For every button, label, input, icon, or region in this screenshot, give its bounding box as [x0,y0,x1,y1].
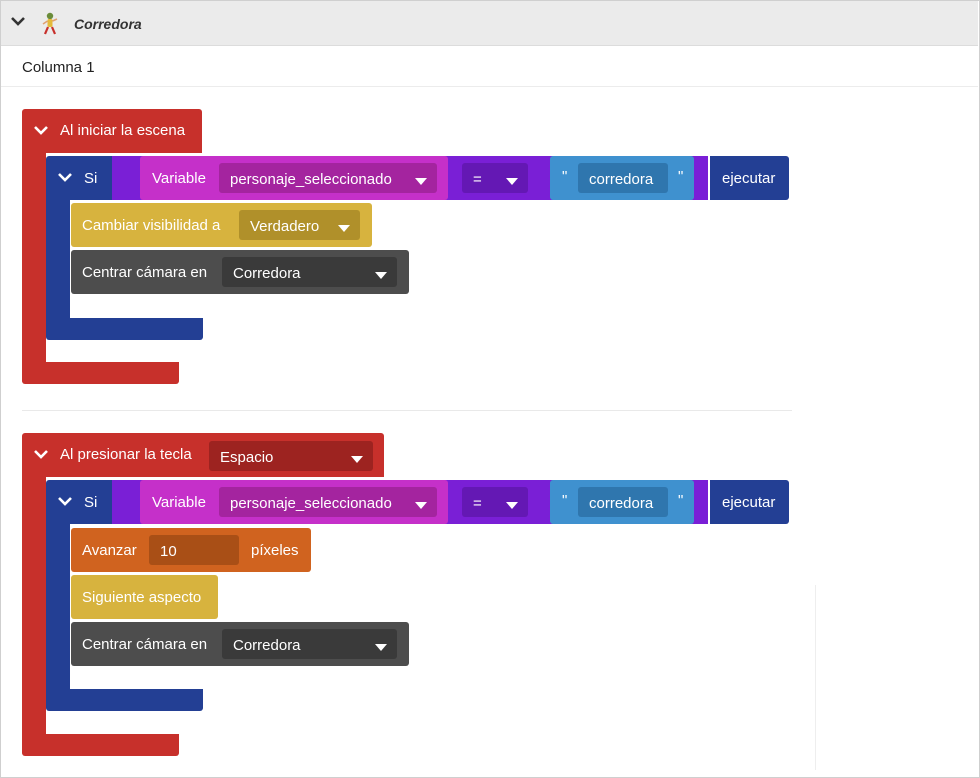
next-costume-label: Siguiente aspecto [82,589,202,606]
operator-dropdown-value: = [473,171,482,188]
event-left-arm [22,150,46,380]
text-input[interactable]: corredora [578,487,668,517]
center-camera-label: Centrar cámara en [82,264,208,281]
center-camera-block[interactable]: Centrar cámara en Corredora [71,622,409,666]
key-dropdown-value: Espacio [220,449,274,466]
text-input-value: corredora [589,495,654,512]
visibility-dropdown[interactable]: Verdadero [239,210,360,240]
if-foot [46,689,203,711]
event-left-arm [22,474,46,744]
next-costume-block[interactable]: Siguiente aspecto [71,575,218,619]
chevron-down-icon[interactable] [58,496,72,506]
if-execute-cap [710,480,789,524]
column-bar: Columna 1 [1,47,978,87]
event-hat[interactable] [22,109,202,153]
quote-close: " [678,168,684,185]
center-camera-label: Centrar cámara en [82,636,208,653]
camera-target-dropdown[interactable]: Corredora [222,257,397,287]
variable-dropdown[interactable]: personaje_seleccionado [219,487,437,517]
if-label: Si [84,170,98,187]
actor-header[interactable]: Corredora [1,1,978,46]
text-input-value: corredora [589,171,654,188]
actor-title: Corredora [74,16,142,32]
variable-dropdown[interactable]: personaje_seleccionado [219,163,437,193]
caret-down-icon [338,225,350,232]
chevron-down-icon[interactable] [34,125,48,135]
caret-down-icon [351,456,363,463]
variable-label: Variable [152,170,206,187]
chevron-down-icon[interactable] [11,16,25,26]
key-dropdown[interactable]: Espacio [209,441,373,471]
caret-down-icon [375,644,387,651]
center-camera-block[interactable]: Centrar cámara en Corredora [71,250,409,294]
caret-down-icon [415,178,427,185]
camera-target-value: Corredora [233,637,301,654]
if-label: Si [84,494,98,511]
operator-dropdown[interactable]: = [462,163,528,193]
column-label: Columna 1 [22,59,95,76]
event-hat-label: Al iniciar la escena [60,122,186,139]
quote-open: " [562,168,568,185]
divider [22,410,792,411]
caret-down-icon [506,502,518,509]
camera-target-value: Corredora [233,265,301,282]
variable-dropdown-value: personaje_seleccionado [230,171,392,188]
runner-sprite-icon [42,12,58,35]
steps-input[interactable]: 10 [149,535,239,565]
steps-input-value: 10 [160,543,177,560]
visibility-dropdown-value: Verdadero [250,218,320,235]
execute-label: ejecutar [722,170,776,187]
divider [815,585,816,770]
if-left-arm [46,522,70,694]
set-visibility-block[interactable]: Cambiar visibilidad a Verdadero [71,203,372,247]
operator-dropdown-value: = [473,495,482,512]
quote-open: " [562,492,568,509]
quote-close: " [678,492,684,509]
caret-down-icon [375,272,387,279]
text-input[interactable]: corredora [578,163,668,193]
event-foot [22,362,179,384]
caret-down-icon [506,178,518,185]
operator-dropdown[interactable]: = [462,487,528,517]
event-foot [22,734,179,756]
chevron-down-icon[interactable] [58,172,72,182]
if-header[interactable] [46,156,118,200]
move-steps-block[interactable]: Avanzar 10 píxeles [71,528,311,572]
if-execute-cap [710,156,789,200]
event-hat-label: Al presionar la tecla [60,446,192,463]
chevron-down-icon[interactable] [34,449,48,459]
execute-label: ejecutar [722,494,776,511]
caret-down-icon [415,502,427,509]
move-steps-label: Avanzar [82,542,137,559]
if-foot [46,318,203,340]
camera-target-dropdown[interactable]: Corredora [222,629,397,659]
move-steps-unit: píxeles [251,542,299,559]
variable-label: Variable [152,494,206,511]
set-visibility-label: Cambiar visibilidad a [82,217,221,234]
if-header[interactable] [46,480,118,524]
if-left-arm [46,198,70,322]
variable-dropdown-value: personaje_seleccionado [230,495,392,512]
